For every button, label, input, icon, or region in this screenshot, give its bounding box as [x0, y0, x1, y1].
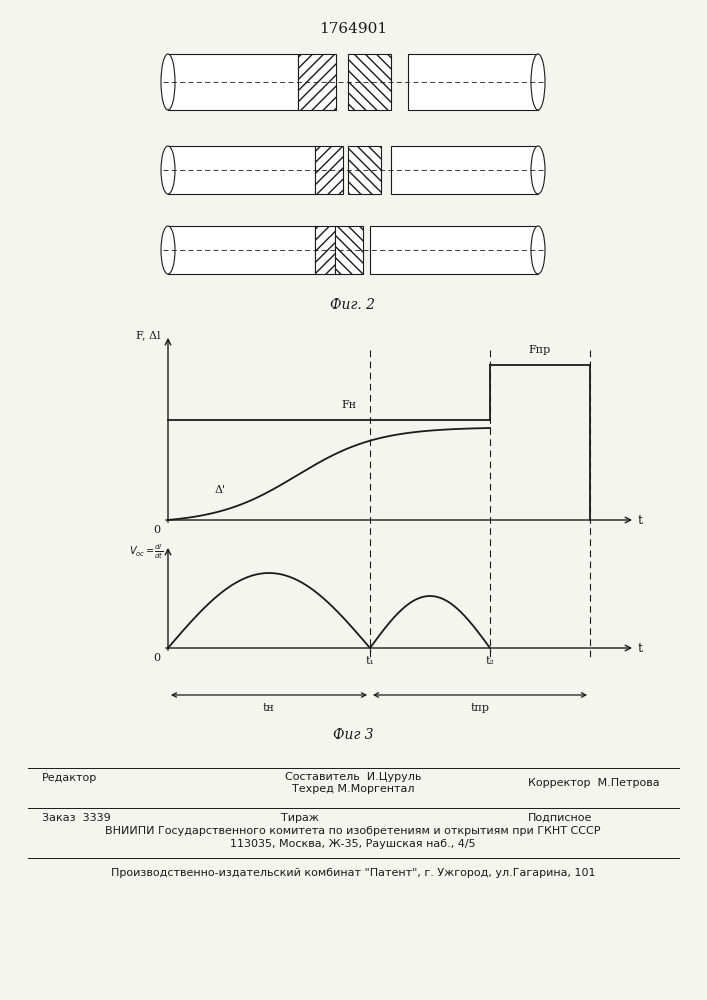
Bar	[168, 146, 315, 194]
Bar	[168, 54, 298, 110]
Bar	[348, 146, 381, 194]
Text: t₁: t₁	[366, 656, 375, 666]
Text: t: t	[638, 514, 643, 526]
Text: 113035, Москва, Ж-35, Раушская наб., 4/5: 113035, Москва, Ж-35, Раушская наб., 4/5	[230, 839, 476, 849]
Text: Подписное: Подписное	[528, 813, 592, 823]
Text: Производственно-издательский комбинат "Патент", г. Ужгород, ул.Гагарина, 101: Производственно-издательский комбинат "П…	[111, 868, 595, 878]
Ellipse shape	[531, 54, 545, 110]
Bar	[168, 226, 315, 274]
Bar	[298, 54, 336, 110]
Text: Техред М.Моргентал: Техред М.Моргентал	[292, 784, 414, 794]
Bar	[408, 54, 538, 110]
Text: Fпр: Fпр	[529, 345, 551, 355]
Text: Тираж: Тираж	[281, 813, 319, 823]
Text: Редактор: Редактор	[42, 773, 98, 783]
Text: 0: 0	[153, 653, 160, 663]
Text: Фиг. 2: Фиг. 2	[330, 298, 375, 312]
Text: $V_{oc}=\!\frac{dl}{dt}$: $V_{oc}=\!\frac{dl}{dt}$	[129, 543, 163, 561]
Text: Заказ  3339: Заказ 3339	[42, 813, 111, 823]
Text: tн: tн	[263, 703, 275, 713]
Bar	[335, 226, 363, 274]
Ellipse shape	[531, 146, 545, 194]
Text: t₂: t₂	[486, 656, 494, 666]
Text: Фиг 3: Фиг 3	[333, 728, 373, 742]
Bar	[315, 146, 343, 194]
Bar	[315, 226, 335, 274]
Text: 1764901: 1764901	[319, 22, 387, 36]
Bar	[391, 146, 538, 194]
Text: Fн: Fн	[341, 400, 356, 410]
Text: F, Δl: F, Δl	[136, 330, 160, 340]
Bar	[348, 54, 391, 110]
Ellipse shape	[161, 226, 175, 274]
Bar	[370, 226, 538, 274]
Text: 0: 0	[153, 525, 160, 535]
Text: Составитель  И.Цуруль: Составитель И.Цуруль	[285, 772, 421, 782]
Ellipse shape	[531, 226, 545, 274]
Text: tпр: tпр	[470, 703, 489, 713]
Text: ВНИИПИ Государственного комитета по изобретениям и открытиям при ГКНТ СССР: ВНИИПИ Государственного комитета по изоб…	[105, 826, 601, 836]
Ellipse shape	[161, 54, 175, 110]
Text: Δ': Δ'	[214, 485, 226, 495]
Ellipse shape	[161, 146, 175, 194]
Text: t: t	[638, 642, 643, 654]
Text: Корректор  М.Петрова: Корректор М.Петрова	[528, 778, 660, 788]
